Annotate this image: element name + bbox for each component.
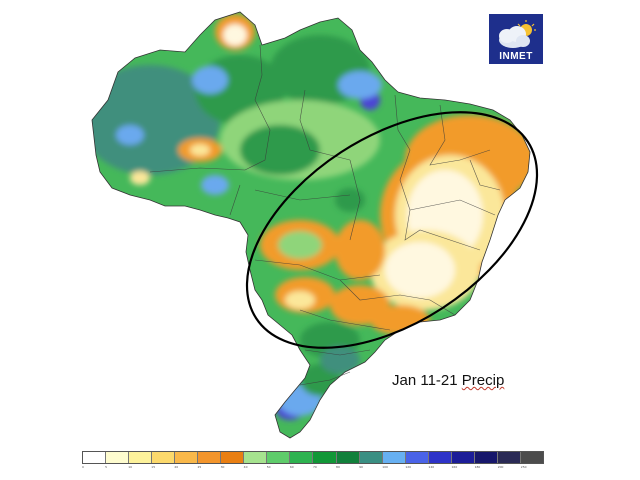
cloud-sun-icon [499,20,536,48]
legend-label: 180 [474,465,481,469]
legend-swatch [129,452,153,463]
legend-label: 100 [382,465,388,469]
legend-label: 0 [82,465,84,469]
legend-label: 80 [336,465,340,469]
map-caption: Jan 11-21 Precip [392,372,504,389]
legend-label: 250 [520,465,527,469]
state-borders [149,44,501,386]
legend-label: 60 [289,465,294,469]
legend-label: 15 [151,465,156,469]
legend-label: 30 [220,465,225,469]
legend-swatch [198,452,222,463]
legend-swatch [267,452,291,463]
legend-swatch [382,452,406,463]
legend-label: 90 [359,465,363,469]
legend-label: 160 [451,465,458,469]
logo-text: INMET [499,51,533,62]
legend-swatch [290,452,314,463]
legend-swatch [313,452,337,463]
legend-labels: 0 5 10 15 20 25 30 40 50 60 70 80 90 100 120 140 160 180 2… [82,465,544,473]
precip-field [92,12,530,438]
legend-swatch [152,452,176,463]
legend-label: 40 [243,465,248,469]
legend-label: 140 [428,465,435,469]
highlight-ellipse [245,111,539,349]
legend-label: 70 [312,465,317,469]
legend-swatch [106,452,130,463]
legend-label: 200 [497,465,504,469]
legend-swatch [175,452,199,463]
color-legend [82,451,544,464]
legend-swatch [359,452,383,463]
legend-label: 5 [105,465,108,469]
legend-label: 25 [197,465,202,469]
legend-swatch [451,452,475,463]
legend-label: 120 [405,465,412,469]
legend-swatch [244,452,268,463]
legend-swatch [474,452,498,463]
legend-swatch [405,452,429,463]
legend-swatch [83,452,107,463]
caption-precip: Precip [461,372,505,389]
caption-date: Jan 11-21 [392,372,462,389]
inmet-logo: INMET [489,14,543,64]
legend-label: 20 [174,465,179,469]
legend-swatch [221,452,245,463]
legend-swatch [497,452,521,463]
legend-label: 50 [266,465,271,469]
legend-swatch [336,452,360,463]
legend-swatch [520,452,543,463]
legend-label: 10 [128,465,133,469]
legend-swatch [428,452,452,463]
